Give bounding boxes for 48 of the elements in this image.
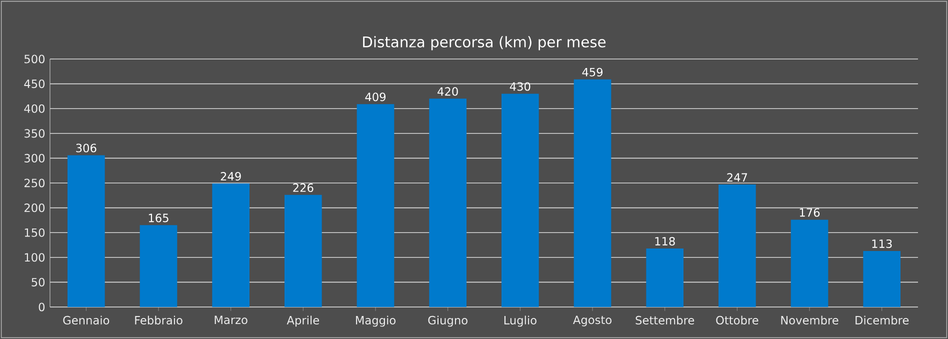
bar xyxy=(356,104,394,307)
data-label: 118 xyxy=(655,236,675,246)
y-tick-label: 500 xyxy=(24,54,45,64)
y-tick-label: 150 xyxy=(24,228,45,237)
x-tick-label: Giugno xyxy=(428,316,468,327)
x-tick-label: Novembre xyxy=(781,316,838,324)
y-tick-label: 250 xyxy=(24,178,45,188)
y-tick-label: 450 xyxy=(24,80,45,88)
bar xyxy=(212,184,250,307)
data-label: 247 xyxy=(727,173,748,182)
x-tick-label: Ottobre xyxy=(716,316,758,324)
x-tick-label: Agosto xyxy=(573,316,612,326)
x-tick-label: Luglio xyxy=(504,316,536,327)
data-label: 420 xyxy=(438,87,458,96)
y-tick-label: 350 xyxy=(24,129,45,138)
bar xyxy=(646,248,684,307)
bar xyxy=(284,194,322,307)
y-tick-label: 300 xyxy=(24,154,45,162)
bar xyxy=(140,225,178,307)
data-label: 249 xyxy=(220,172,241,181)
y-tick-label: 400 xyxy=(24,104,45,113)
data-label: 165 xyxy=(148,214,168,222)
data-label: 176 xyxy=(800,208,820,217)
bar xyxy=(863,250,901,307)
x-tick-label: Maggio xyxy=(356,316,396,327)
y-tick-label: 200 xyxy=(24,204,45,212)
x-tick-label: Marzo xyxy=(214,316,248,324)
bar xyxy=(502,94,539,307)
bar xyxy=(718,184,756,307)
y-tick-label: 50 xyxy=(32,278,45,286)
x-tick-label: Settembre xyxy=(636,316,694,324)
y-tick-label: 100 xyxy=(24,253,45,262)
data-label: 306 xyxy=(76,144,96,152)
bar xyxy=(429,98,467,307)
data-label: 113 xyxy=(872,239,892,248)
bar xyxy=(574,79,612,307)
data-label: 409 xyxy=(365,92,386,102)
data-label: 459 xyxy=(582,68,603,76)
data-label: 430 xyxy=(510,82,530,91)
x-tick-label: Febbraio xyxy=(135,316,182,324)
x-tick-label: Gennaio xyxy=(63,316,110,324)
bar xyxy=(68,155,105,307)
data-label: 226 xyxy=(293,183,314,192)
x-tick-label: Aprile xyxy=(286,316,320,327)
y-tick-label: 0 xyxy=(38,302,45,312)
bar xyxy=(790,220,828,307)
chart-title: Distanza percorsa (km) per mese xyxy=(363,36,606,50)
x-tick-label: Dicembre xyxy=(856,316,909,324)
